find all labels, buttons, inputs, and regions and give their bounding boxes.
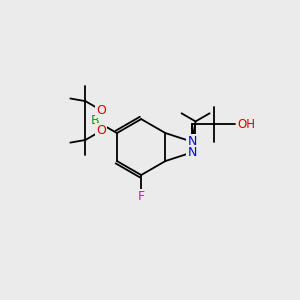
Text: N: N (187, 146, 197, 159)
Text: N: N (187, 135, 197, 148)
Text: OH: OH (238, 118, 256, 131)
Text: F: F (138, 190, 145, 203)
Text: B: B (91, 114, 100, 127)
Text: O: O (96, 104, 106, 117)
Text: O: O (96, 124, 106, 137)
